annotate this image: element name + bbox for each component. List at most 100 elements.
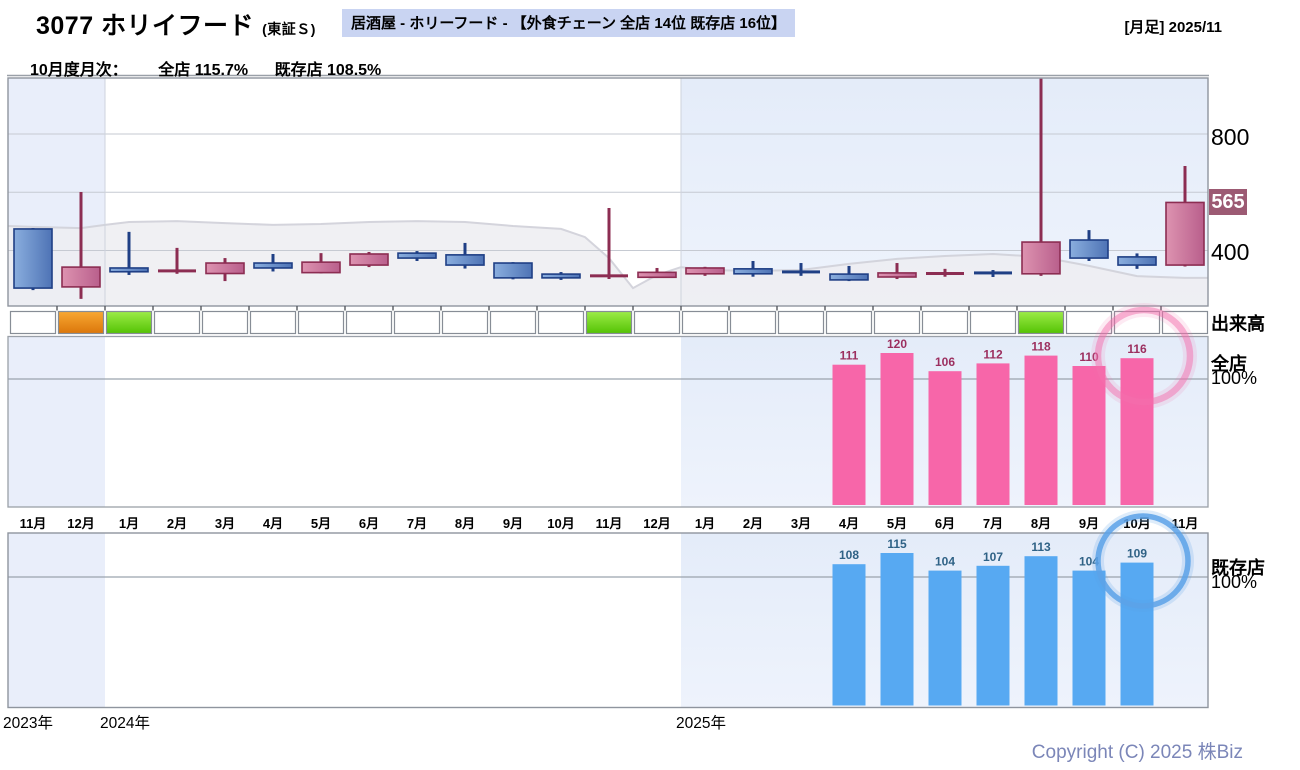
candle-2024-02	[158, 247, 196, 274]
kisonten-bar-value-2025-04: 108	[839, 548, 859, 562]
zenten-bar-2025-09	[1072, 366, 1106, 505]
month-tick-2024-03: 3月	[215, 516, 235, 531]
volume-box-2023-11	[9, 310, 57, 335]
candle-2025-01	[685, 266, 725, 276]
candle-2025-09	[1069, 230, 1109, 261]
month-tick-2024-10: 10月	[547, 516, 574, 531]
month-tick-2024-02: 2月	[167, 516, 187, 531]
monthly-prefix: 10月度月次：	[30, 62, 128, 79]
zenten-bar-2025-06	[928, 371, 962, 505]
zenten-bar-2025-05	[880, 353, 914, 505]
candle-body	[397, 252, 437, 259]
year-label-2023: 2023年	[3, 715, 53, 732]
candle-body	[541, 273, 581, 279]
month-tick-2025-01: 1月	[695, 516, 715, 531]
page-title: 3077 ホリイフード (東証Ｓ)	[36, 6, 316, 42]
ticker-title: 3077 ホリイフード	[36, 12, 255, 40]
candle-2025-08	[1021, 78, 1061, 276]
category-badge: 居酒屋 - ホリーフード - 【外食チェーン 全店 14位 既存店 16位】	[342, 9, 796, 37]
candle-body	[61, 266, 101, 288]
volume-box-2025-02	[729, 310, 777, 335]
candle-body	[445, 254, 485, 266]
year-label-2025: 2025年	[676, 715, 726, 732]
monthly-zenten-value: 全店 115.7%	[158, 62, 249, 79]
kisonten-bar-value-2025-08: 113	[1031, 540, 1051, 554]
candle-2024-11	[590, 207, 628, 280]
zenten-panel-border	[7, 335, 1209, 508]
kisonten-bar-value-2025-07: 107	[983, 550, 1003, 564]
candle-body	[253, 262, 293, 269]
candle-body	[493, 262, 533, 279]
candle-2023-11	[13, 228, 53, 291]
candle-2025-10	[1117, 253, 1157, 269]
kisonten-bar-value-2025-10: 109	[1127, 547, 1147, 561]
volume-box-2024-08	[441, 310, 489, 335]
kisonten-bar-value-2025-06: 104	[935, 555, 955, 569]
month-tick-2025-02: 2月	[743, 516, 763, 531]
volume-box-2025-01	[681, 310, 729, 335]
candle-2024-03	[205, 258, 245, 282]
volume-box-2024-07	[393, 310, 441, 335]
candle-2024-12	[637, 267, 677, 279]
candle-doji-body	[158, 269, 196, 273]
month-tick-2025-09: 9月	[1079, 516, 1099, 531]
month-tick-2024-06: 6月	[359, 516, 379, 531]
zenten-baseline-label: 100%	[1211, 368, 1258, 388]
zenten-bar-2025-04	[832, 364, 866, 505]
copyright: Copyright (C) 2025 株Biz	[1031, 742, 1243, 763]
month-tick-2024-05: 5月	[311, 516, 331, 531]
month-tick-2025-11: 11月	[1172, 516, 1199, 531]
kisonten-bar-2025-08	[1024, 556, 1058, 706]
volume-box-2025-04	[825, 310, 873, 335]
zenten-bar-value-2025-07: 112	[983, 347, 1003, 361]
volume-box-2024-04	[249, 310, 297, 335]
y-axis-tick-400: 400	[1211, 239, 1250, 265]
month-tick-2025-06: 6月	[935, 516, 955, 531]
volume-box-2024-06	[345, 310, 393, 335]
zenten-bar-value-2025-08: 118	[1031, 340, 1051, 354]
kisonten-panel-border	[7, 532, 1209, 709]
kisonten-highlight-ring	[1095, 513, 1191, 609]
volume-box-2025-06	[921, 310, 969, 335]
y-axis-tick-800: 800	[1211, 124, 1250, 150]
zenten-bar-2025-07	[976, 363, 1010, 505]
candle-body	[829, 273, 869, 281]
candle-doji-body	[926, 272, 964, 276]
kisonten-bar-2025-06	[928, 570, 962, 706]
candle-body	[349, 253, 389, 266]
kisonten-bar-2025-05	[880, 553, 914, 706]
candle-body	[13, 228, 53, 289]
candle-body	[1165, 201, 1205, 266]
volume-box-2025-08	[1017, 310, 1065, 335]
volume-box-2024-02	[153, 310, 201, 335]
volume-box-2024-09	[489, 310, 537, 335]
month-tick-2024-08: 8月	[455, 516, 475, 531]
month-tick-2025-08: 8月	[1031, 516, 1051, 531]
candle-2024-08	[445, 242, 485, 269]
candle-2023-12	[61, 191, 101, 299]
month-tick-2024-11: 11月	[596, 516, 623, 531]
candle-body	[685, 267, 725, 275]
volume-label: 出来高	[1211, 314, 1265, 334]
candle-body	[205, 262, 245, 275]
candle-panel-border	[7, 77, 1209, 307]
candle-2025-02	[733, 260, 773, 277]
volume-box-2024-10	[537, 310, 585, 335]
volume-box-2023-12	[57, 310, 105, 335]
period-label: [月足] 2025/11	[1124, 19, 1222, 36]
candle-2025-06	[926, 268, 964, 277]
zenten-bar-value-2025-06: 106	[935, 355, 955, 369]
zenten-bar-chart: 111 120 106 112 118 110 116	[8, 337, 1208, 505]
month-tick-2025-07: 7月	[983, 516, 1003, 531]
zenten-bar-value-2025-10: 116	[1127, 342, 1147, 356]
panel-band-2023	[8, 533, 105, 708]
year-label-2024: 2024年	[100, 715, 150, 732]
month-tick-2025-05: 5月	[887, 516, 907, 531]
month-tick-2025-03: 3月	[791, 516, 811, 531]
candle-body	[637, 271, 677, 279]
month-tick-2024-01: 1月	[119, 516, 139, 531]
candle-doji-body	[782, 270, 820, 274]
month-axis-labels: 11月 12月 1月 2月 3月 4月 5月 6月 7月 8月 9月 10月 11月 12月 1月 2月 3月 4…	[20, 516, 1199, 531]
candle-2025-03	[782, 263, 820, 276]
